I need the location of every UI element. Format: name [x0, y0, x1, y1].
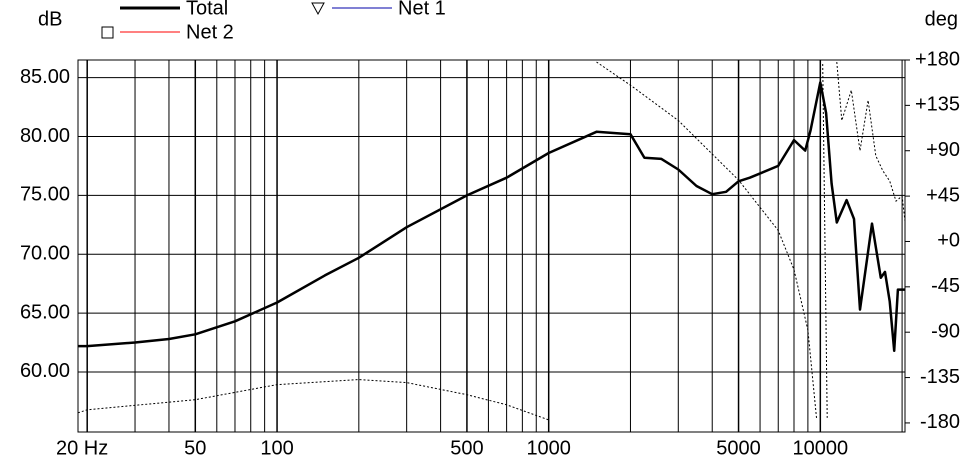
legend-label: Total: [186, 0, 228, 19]
x-tick-label: 20 Hz: [56, 437, 108, 459]
y-tick-label: 80.00: [20, 125, 70, 147]
y2-tick-label: -45: [931, 275, 960, 297]
x-tick-label: 100: [260, 437, 293, 459]
y2-axis-label: deg: [925, 8, 958, 30]
y2-tick-label: +90: [926, 139, 960, 161]
legend-marker: [101, 26, 114, 39]
legend: Total Net 2 Net 1: [101, 0, 446, 43]
y2-tick-label: +180: [915, 48, 960, 70]
y-tick-label: 60.00: [20, 360, 70, 382]
y-tick-label: 70.00: [20, 243, 70, 265]
y-tick-label: 65.00: [20, 301, 70, 323]
x-tick-label: 5000: [716, 437, 761, 459]
y2-tick-label: +0: [937, 230, 960, 252]
legend-marker: [311, 2, 325, 16]
y2-tick-label: -135: [920, 366, 960, 388]
y2-tick-label: -90: [931, 320, 960, 342]
series-line: [78, 81, 905, 353]
x-tick-label: 50: [184, 437, 206, 459]
y-tick-label: 75.00: [20, 184, 70, 206]
y2-tick-label: +45: [926, 184, 960, 206]
legend-label: Net 2: [186, 21, 234, 43]
x-tick-label: 500: [450, 437, 483, 459]
y-tick-label: 85.00: [20, 66, 70, 88]
phase-line: [77, 61, 906, 421]
legend-label: Net 1: [398, 0, 446, 19]
y-axis-label: dB: [38, 8, 62, 30]
y2-tick-label: +135: [915, 94, 960, 116]
plot-area: [77, 59, 906, 433]
x-tick-label: 10000: [793, 437, 849, 459]
x-tick-label: 1000: [526, 437, 571, 459]
y2-tick-label: -180: [920, 411, 960, 433]
